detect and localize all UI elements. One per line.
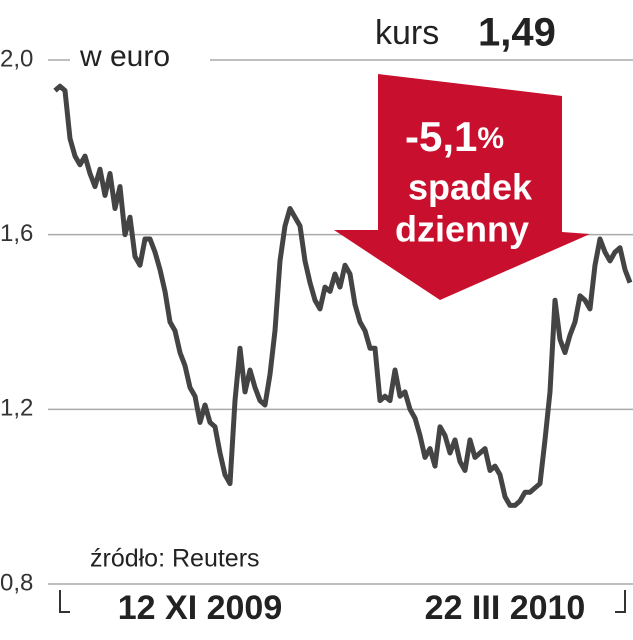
x-tick-label: 12 XI 2009 <box>118 589 282 627</box>
line <box>53 83 633 508</box>
source: źródło: Reuters <box>90 545 260 573</box>
axis-bracket <box>59 590 626 613</box>
unit-label: w euro <box>79 40 170 73</box>
y-tick-label: 2,0 <box>0 45 33 72</box>
y-tick-label: 0,8 <box>0 569 33 596</box>
change: -5,1 <box>405 113 477 160</box>
arrow <box>334 74 590 300</box>
annotation-change: -5,1% <box>405 113 504 160</box>
y-tick-label: 1,2 <box>0 395 33 422</box>
current-value: 1,49 <box>478 11 556 55</box>
label-bg <box>70 40 210 80</box>
plot <box>53 83 633 508</box>
y-tick-label: 1,6 <box>0 220 33 247</box>
annotation-line: dzienny <box>395 209 529 250</box>
change-unit: % <box>477 122 504 155</box>
x-tick-label: 22 III 2010 <box>425 589 586 627</box>
current-label: kurs <box>375 14 439 52</box>
annotation-line: spadek <box>408 167 533 208</box>
